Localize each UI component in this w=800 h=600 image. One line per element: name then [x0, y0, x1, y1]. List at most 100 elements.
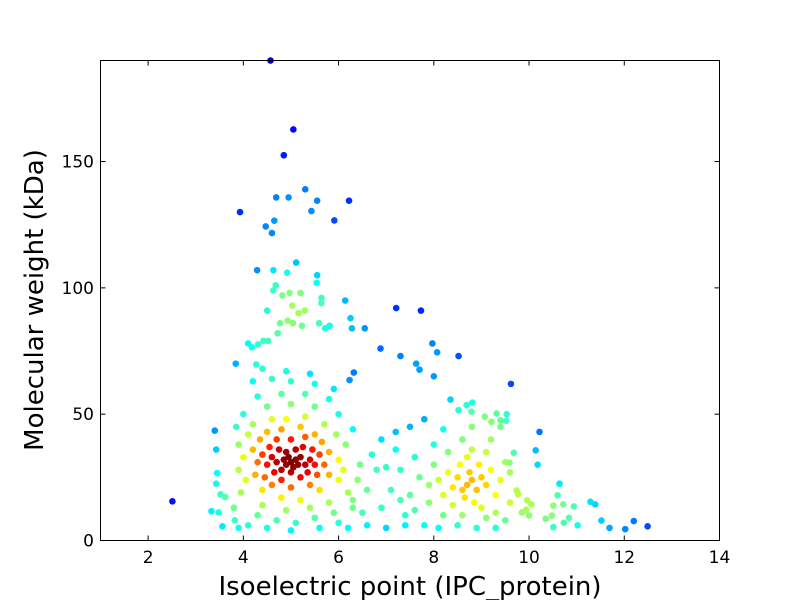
data-point — [454, 474, 461, 481]
data-point — [430, 372, 438, 380]
data-point — [278, 390, 285, 398]
y-tick-label: 100 — [62, 279, 94, 299]
data-point — [523, 497, 531, 504]
data-point — [550, 523, 557, 531]
data-point — [459, 436, 466, 443]
data-point — [249, 378, 257, 385]
data-point — [435, 476, 442, 484]
y-axis-title: Molecular weight (kDa) — [20, 149, 50, 451]
data-point — [279, 292, 286, 299]
data-point — [340, 466, 347, 474]
data-point — [212, 480, 220, 487]
data-point — [316, 486, 323, 494]
data-point — [532, 447, 540, 454]
x-tick-label: 4 — [238, 548, 249, 568]
data-point — [560, 501, 567, 508]
data-point — [497, 476, 504, 484]
data-point — [574, 522, 581, 529]
data-point — [235, 524, 242, 532]
data-point — [208, 507, 215, 515]
data-point — [272, 194, 280, 201]
data-point — [283, 269, 291, 277]
data-point — [301, 413, 309, 421]
data-point — [482, 514, 490, 522]
data-point — [346, 376, 353, 384]
data-point — [278, 466, 285, 474]
data-point — [401, 522, 409, 529]
data-point — [282, 415, 290, 423]
data-point — [297, 496, 304, 504]
data-point — [254, 458, 261, 466]
data-point — [406, 423, 414, 431]
data-point — [644, 523, 651, 530]
data-point — [373, 466, 380, 474]
x-tick-label: 12 — [613, 548, 635, 568]
data-point — [235, 466, 242, 474]
data-point — [492, 524, 500, 532]
data-point — [482, 448, 490, 456]
data-point — [254, 511, 261, 519]
data-point — [325, 499, 333, 506]
data-point — [429, 340, 436, 347]
data-point — [240, 410, 247, 418]
data-point — [341, 297, 349, 304]
data-point — [313, 279, 320, 287]
data-point — [304, 468, 311, 476]
x-tick-label: 14 — [709, 548, 731, 568]
data-point — [263, 307, 271, 314]
data-point — [251, 471, 259, 479]
data-point — [301, 307, 309, 314]
data-point — [417, 307, 425, 314]
data-point — [259, 365, 266, 373]
data-point — [263, 428, 271, 436]
data-point — [311, 403, 319, 410]
data-point — [282, 506, 290, 514]
data-point — [325, 448, 333, 456]
data-point — [282, 448, 290, 456]
data-point — [325, 395, 333, 403]
data-point — [522, 506, 530, 513]
data-point — [289, 319, 297, 327]
data-point — [232, 360, 240, 367]
data-point — [565, 514, 573, 522]
data-point — [311, 380, 319, 388]
data-point — [313, 271, 321, 279]
data-point — [215, 509, 222, 516]
data-point — [473, 524, 480, 532]
data-point — [256, 436, 264, 443]
data-point — [342, 441, 350, 448]
data-point — [332, 431, 340, 438]
x-tick-label: 8 — [428, 548, 439, 568]
data-point — [528, 501, 535, 508]
data-point — [261, 474, 269, 481]
data-point — [211, 427, 219, 434]
data-point — [263, 524, 271, 532]
data-point — [273, 458, 280, 466]
data-point — [230, 504, 238, 511]
data-point — [630, 517, 638, 525]
data-point — [278, 426, 285, 433]
data-point — [318, 438, 326, 446]
data-point — [268, 453, 276, 461]
data-point — [525, 512, 533, 519]
data-point — [289, 302, 296, 309]
data-point — [252, 361, 260, 368]
data-point — [461, 494, 469, 501]
data-point — [278, 476, 285, 484]
data-point — [487, 466, 495, 474]
data-point — [311, 514, 319, 522]
data-point — [270, 468, 278, 476]
data-point — [488, 418, 495, 426]
data-point — [270, 287, 277, 294]
data-point — [330, 385, 338, 393]
data-point — [447, 396, 454, 403]
data-point — [280, 151, 288, 159]
data-point — [550, 502, 557, 509]
data-point — [468, 423, 476, 431]
data-point — [259, 501, 266, 509]
data-point — [259, 486, 266, 494]
data-point — [433, 348, 441, 356]
data-point — [335, 410, 342, 418]
data-point — [344, 524, 352, 532]
data-point — [468, 446, 476, 453]
